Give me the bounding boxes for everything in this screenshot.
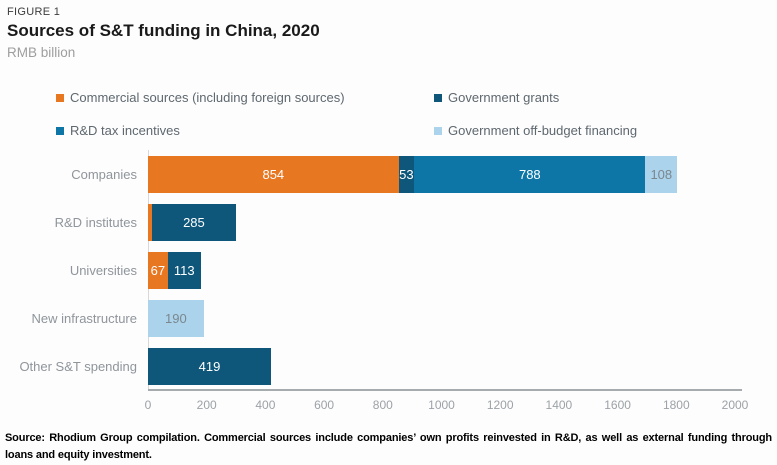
chart-row: Other S&T spending 419	[0, 342, 735, 390]
x-tick-label: 1200	[486, 398, 514, 412]
bar-chart: Companies 854 53 788 108 R&D institutes 285 Uni…	[0, 150, 735, 390]
x-axis-tick-labels: 0 200 400 600 800 1000 1200 1400 1600 1800 2000	[0, 398, 777, 414]
offbudget-swatch	[434, 126, 442, 135]
bar-track: 285	[148, 203, 735, 241]
x-tick-label: 2000	[721, 398, 749, 412]
bar-segment-grants: 419	[148, 347, 271, 385]
x-tick-label: 800	[372, 398, 393, 412]
x-tick-label: 600	[314, 398, 335, 412]
bar-track: 67 113	[148, 251, 735, 289]
x-tick-label: 1800	[662, 398, 690, 412]
x-tick-label: 1400	[545, 398, 573, 412]
legend-label: Government grants	[448, 90, 560, 105]
x-tick-label: 400	[255, 398, 276, 412]
x-tick-label: 200	[196, 398, 217, 412]
bar-segment-grants: 113	[167, 251, 201, 289]
x-axis-line	[148, 389, 742, 391]
category-label: R&D institutes	[54, 214, 137, 230]
bar-segment-offbudget: 190	[148, 299, 204, 337]
bar-segment-commercial: 67	[148, 251, 168, 289]
legend-label: Commercial sources (including foreign so…	[70, 90, 345, 105]
legend-label: Government off-budget financing	[448, 123, 638, 138]
x-tick-label: 1000	[428, 398, 455, 412]
chart-legend: Commercial sources (including foreign so…	[56, 90, 637, 138]
commercial-swatch	[56, 93, 64, 102]
x-tick-label: 0	[144, 398, 152, 412]
source-note: Source: Rhodium Group compilation. Comme…	[5, 432, 772, 461]
category-label: New infrastructure	[31, 310, 137, 326]
chart-row: Universities 67 113	[0, 246, 735, 294]
chart-row: New infrastructure 190	[0, 294, 735, 342]
bar-segment-grants: 285	[152, 203, 236, 241]
chart-row: R&D institutes 285	[0, 198, 735, 246]
bar-track: 190	[148, 299, 735, 337]
bar-track: 419	[148, 347, 735, 385]
units-label: RMB billion	[7, 45, 76, 60]
chart-row: Companies 854 53 788 108	[0, 150, 735, 198]
category-label: Universities	[69, 262, 137, 278]
figure-header: FIGURE 1 Sources of S&T funding in China…	[7, 6, 320, 60]
legend-label: R&D tax incentives	[70, 123, 180, 138]
x-tick-label: 1600	[604, 398, 631, 412]
legend-item: Government off-budget financing	[434, 123, 637, 138]
legend-item: Commercial sources (including foreign so…	[56, 90, 434, 105]
legend-item: Government grants	[434, 90, 637, 105]
figure-number-label: FIGURE 1	[7, 6, 61, 18]
bar-segment-offbudget: 108	[645, 155, 678, 193]
bar-segment-commercial	[148, 203, 153, 241]
bar-segment-commercial: 854	[148, 155, 399, 193]
grants-swatch	[434, 93, 442, 102]
legend-item: R&D tax incentives	[56, 123, 434, 138]
bar-segment-grants: 53	[398, 155, 415, 193]
page-title: Sources of S&T funding in China, 2020	[7, 21, 320, 40]
bar-track: 854 53 788 108	[148, 155, 735, 193]
tax-swatch	[56, 126, 64, 135]
category-label: Other S&T spending	[19, 358, 137, 374]
category-label: Companies	[71, 166, 137, 182]
bar-segment-tax: 788	[414, 155, 646, 193]
